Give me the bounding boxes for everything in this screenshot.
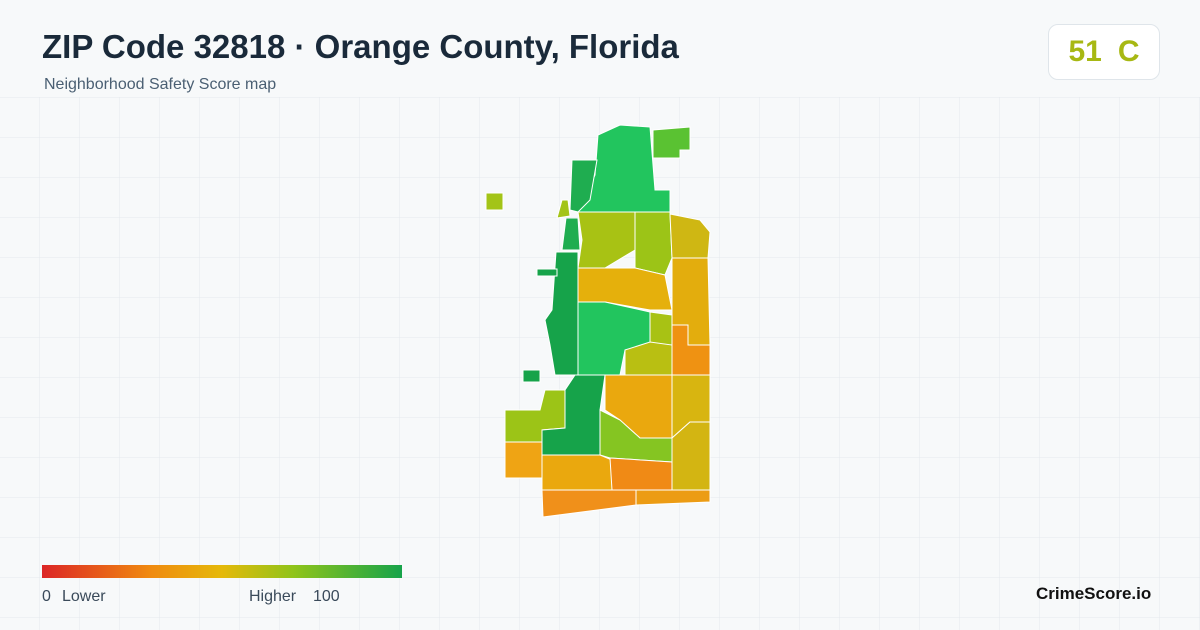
region [561, 217, 581, 251]
score-badge: 51 C [1048, 24, 1160, 80]
region [671, 421, 711, 491]
region [652, 126, 691, 159]
region [536, 268, 558, 277]
region [522, 369, 541, 383]
region [609, 457, 673, 491]
region [544, 251, 579, 376]
region [541, 454, 613, 491]
title: ZIP Code 32818 · Orange County, Florida [42, 28, 679, 65]
region [504, 441, 543, 479]
region [635, 489, 711, 506]
legend-max: 100 [313, 588, 340, 605]
legend-max-label: Higher [249, 588, 297, 605]
brand: CrimeScore.io [1036, 584, 1152, 603]
region [634, 211, 673, 276]
score-grade: C [1117, 35, 1140, 68]
subtitle: Neighborhood Safety Score map [44, 76, 277, 93]
legend-min: 0 [42, 588, 51, 605]
region [569, 159, 598, 213]
region [649, 311, 673, 346]
score-value: 51 [1068, 35, 1102, 68]
legend-gradient [42, 565, 402, 578]
zip-regions [485, 124, 711, 518]
legend-min-label: Lower [62, 588, 106, 605]
region [669, 213, 711, 259]
region [556, 199, 571, 219]
region [485, 192, 504, 211]
